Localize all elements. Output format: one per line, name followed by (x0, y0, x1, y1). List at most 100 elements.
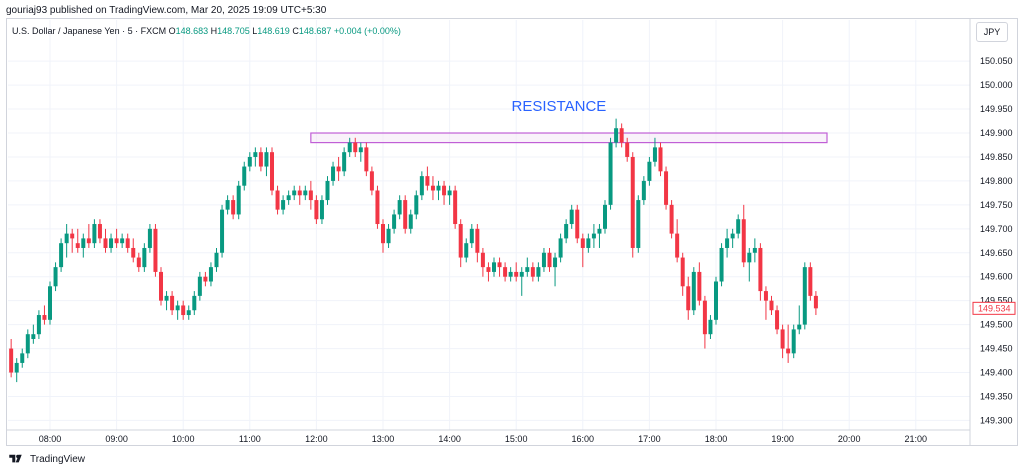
candle-body (464, 243, 469, 258)
candle-body (619, 128, 624, 143)
candle-body (236, 185, 241, 215)
y-tick-label: 149.900 (980, 128, 1013, 138)
candle-body (358, 147, 363, 153)
candle-body (147, 228, 152, 248)
resistance-annotation: RESISTANCE (310, 98, 828, 144)
candle-body (564, 224, 569, 239)
y-tick-label: 150.050 (980, 56, 1013, 66)
footer: TradingView (8, 453, 85, 465)
y-tick-label: 149.750 (980, 200, 1013, 210)
candle-body (364, 147, 369, 172)
candle-body (553, 257, 558, 268)
y-tick-label: 149.300 (980, 415, 1013, 425)
candle-body (325, 180, 330, 201)
y-tick-label: 149.800 (980, 176, 1013, 186)
candle-body (719, 247, 724, 282)
candle-body (386, 228, 391, 244)
candle-body (697, 271, 702, 301)
y-tick-label: 149.550 (980, 296, 1013, 306)
x-tick-label: 10:00 (172, 434, 195, 444)
candle-body (763, 291, 768, 301)
candle-body (92, 224, 97, 244)
low-value: 148.619 (257, 26, 290, 36)
candle-body (691, 271, 696, 311)
candle-body (319, 200, 324, 220)
currency-button[interactable]: JPY (976, 22, 1008, 42)
candle-body (31, 334, 36, 339)
candle-body (9, 348, 14, 373)
candle-body (725, 238, 730, 248)
candle-body (192, 295, 197, 311)
y-axis: 150.050 150.000 149.950 149.900 149.850 149.8… (969, 18, 1016, 446)
x-tick-label: 12:00 (305, 434, 328, 444)
candle-body (59, 243, 64, 268)
candle-body (214, 252, 219, 268)
high-label: H (210, 26, 218, 36)
resistance-zone (310, 132, 828, 144)
candle-body (486, 267, 491, 272)
last-price-tag (972, 301, 1016, 315)
symbol-name: U.S. Dollar / Japanese Yen · 5 · FXCM (12, 26, 167, 36)
candle-body (480, 252, 485, 268)
candle-body (53, 267, 58, 287)
candle-body (636, 200, 641, 248)
candle-body (680, 257, 685, 287)
candle-body (375, 190, 380, 225)
candle-body (497, 262, 502, 268)
x-tick-label: 11:00 (239, 434, 261, 444)
close-label: C (292, 26, 299, 36)
candle-body (597, 228, 602, 234)
candle-body (403, 200, 408, 229)
grid (8, 20, 970, 430)
candle-body (281, 200, 286, 210)
candle-body (586, 238, 591, 248)
candle-body (475, 228, 480, 253)
candle-body (164, 295, 169, 301)
candle-body (308, 190, 313, 201)
candle-body (786, 348, 791, 354)
x-tick-label: 19:00 (771, 434, 794, 444)
candle-body (253, 152, 258, 157)
candle-body (442, 185, 447, 196)
candle-body (730, 233, 735, 239)
x-tick-label: 18:00 (705, 434, 728, 444)
candle-body (541, 252, 546, 268)
candle-body (625, 142, 630, 157)
candle-body (419, 176, 424, 196)
candle-body (231, 200, 236, 215)
y-tick-label: 149.850 (980, 152, 1013, 162)
candle-body (808, 267, 813, 296)
candle-body (170, 295, 175, 311)
x-tick-label: 15:00 (505, 434, 528, 444)
candle-body (686, 286, 691, 311)
candle-body (813, 295, 818, 309)
candle-body (136, 257, 141, 268)
candle-body (575, 209, 580, 239)
candle-body (331, 166, 336, 181)
candle-body (347, 142, 352, 153)
candle-body (430, 185, 435, 191)
y-tick-label: 149.450 (980, 344, 1013, 354)
candle-body (303, 190, 308, 196)
candle-body (714, 281, 718, 320)
candle-body (258, 152, 263, 167)
candle-body (314, 200, 319, 220)
candle-body (591, 233, 596, 239)
candle-body (797, 324, 802, 330)
candle-body (669, 204, 674, 234)
candle-body (353, 142, 358, 153)
candle-body (114, 238, 119, 244)
resistance-label: RESISTANCE (512, 98, 607, 115)
candle-body (197, 276, 202, 296)
x-tick-label: 08:00 (39, 434, 62, 444)
candle-body (81, 238, 86, 248)
chart-frame (6, 18, 1018, 446)
tradingview-logo-icon (9, 454, 22, 463)
candles (9, 118, 818, 383)
candle-body (153, 228, 158, 272)
candle-body (275, 190, 280, 210)
candle-body (203, 276, 208, 282)
candle-body (414, 195, 419, 215)
candle-body (675, 233, 680, 258)
